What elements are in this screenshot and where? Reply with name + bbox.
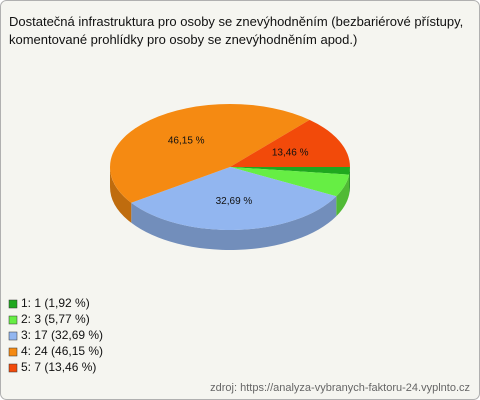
legend-label: 4: 24 (46,15 %) xyxy=(21,344,103,358)
slice xyxy=(131,167,337,230)
slice-side xyxy=(131,196,337,251)
slice-side xyxy=(349,167,350,195)
chart-title: Dostatečná infrastruktura pro osoby se z… xyxy=(9,14,464,47)
legend-label: 3: 17 (32,69 %) xyxy=(21,328,103,342)
legend-label: 1: 1 (1,92 %) xyxy=(21,296,90,310)
legend-label: 2: 3 (5,77 %) xyxy=(21,312,90,326)
data-label: 13,46 % xyxy=(272,147,309,158)
legend-swatch xyxy=(8,363,18,373)
slice xyxy=(230,167,350,175)
slice xyxy=(230,119,350,167)
slice-side xyxy=(336,174,350,217)
legend-swatch xyxy=(8,315,18,325)
data-label: 32,69 % xyxy=(216,196,253,207)
legend-swatch xyxy=(8,347,18,357)
legend-swatch xyxy=(8,331,18,341)
data-label: 46,15 % xyxy=(168,136,205,147)
source: zdroj: https://analyza-vybranych-faktoru… xyxy=(210,382,470,394)
slice xyxy=(109,103,310,203)
slice xyxy=(230,167,350,197)
legend-swatch xyxy=(8,299,18,309)
slice-side xyxy=(110,167,132,223)
legend-label: 5: 7 (13,46 %) xyxy=(21,360,96,374)
